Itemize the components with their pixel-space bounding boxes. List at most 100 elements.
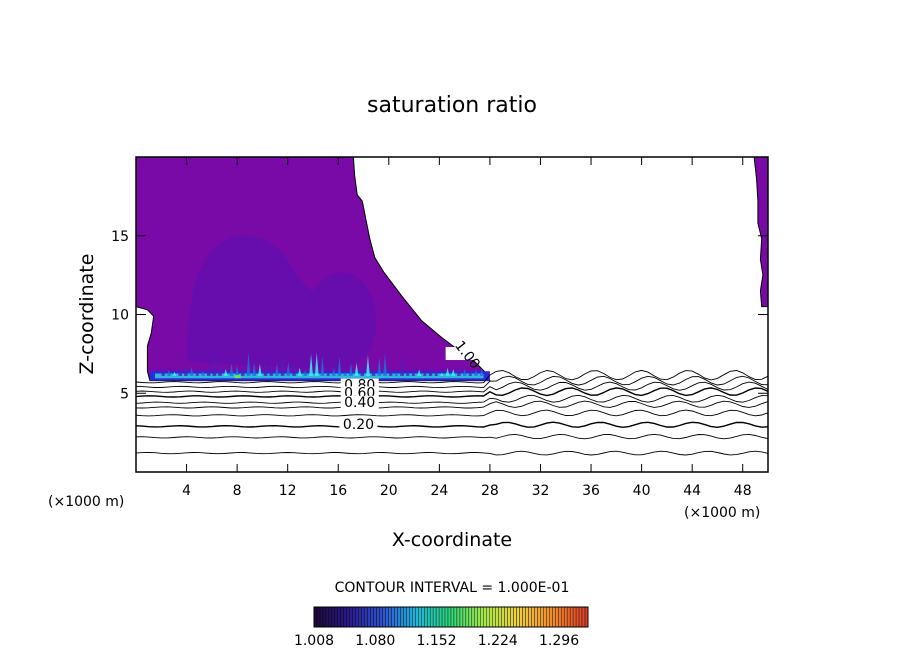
colorbar-swatch [558, 606, 562, 628]
contour-line [135, 394, 769, 404]
cloud-finger [189, 367, 194, 376]
cloud-finger [166, 370, 171, 376]
contour-label-bg [445, 347, 484, 361]
colorbar-swatch [525, 606, 529, 628]
cloud-finger [468, 371, 473, 376]
colorbar-swatch [572, 606, 577, 628]
y-tick-label: 5 [120, 386, 129, 402]
colorbar-swatch [426, 606, 431, 628]
colorbar-swatch [400, 606, 404, 628]
colorbar-swatch [531, 606, 535, 628]
cloud-finger [252, 362, 257, 376]
contour-line [135, 409, 769, 417]
colorbar-swatch [352, 606, 356, 628]
cloud-finger [218, 360, 222, 376]
colorbar-swatch [403, 606, 407, 628]
colorbar-swatch [522, 606, 526, 628]
x-axis-ticks: 4 8 12 16 20 24 28 32 36 40 44 48 [182, 157, 752, 499]
cloud-finger [172, 371, 177, 376]
cloud-finger [479, 367, 484, 376]
cloud-finger [257, 363, 262, 376]
contour-line [135, 421, 769, 429]
filled-regions [135, 156, 769, 382]
colorbar-swatch [459, 606, 464, 628]
colorbar-swatch [489, 606, 493, 628]
colorbar-swatch [409, 606, 413, 628]
colorbar-swatch [418, 606, 422, 628]
cloud-finger [434, 371, 439, 376]
cloud-finger [451, 369, 456, 376]
colorbar-swatch [358, 606, 362, 628]
colorbar-swatch [394, 606, 398, 628]
colorbar-swatch [543, 606, 547, 628]
colorbar-labels: 1.008 1.080 1.152 1.224 1.296 [294, 633, 579, 649]
colorbar-swatch [495, 606, 499, 628]
cloud-finger [417, 369, 422, 376]
cloud-finger [178, 366, 183, 376]
x-tick-label: 20 [380, 483, 398, 499]
colorbar-swatch [555, 606, 559, 628]
colorbar-swatch [534, 606, 538, 628]
colorbar-tick-label: 1.080 [355, 633, 395, 649]
colorbar-swatch [373, 606, 377, 628]
colorbar-swatch [528, 606, 532, 628]
colorbar-swatch [492, 606, 496, 628]
colorbar-swatch [477, 606, 481, 628]
colorbar-swatch [319, 606, 324, 628]
y-unit-label: (×1000 m) [48, 494, 124, 510]
colorbar-swatch [438, 606, 443, 628]
x-tick-label: 12 [279, 483, 297, 499]
contour-line [135, 381, 769, 393]
colorbar-frame [313, 606, 589, 628]
colorbar-swatch [581, 606, 586, 628]
colorbar-swatch [429, 606, 434, 628]
colorbar-swatch [355, 606, 359, 628]
colorbar-swatch [328, 606, 333, 628]
cloud-finger [474, 369, 478, 376]
colorbar-swatch [471, 606, 476, 628]
cloud-finger [235, 365, 240, 376]
colorbar-swatch [421, 606, 425, 628]
colorbar-swatch [340, 606, 344, 628]
colorbar-swatch [379, 606, 383, 628]
cloud-finger [223, 369, 228, 376]
colorbar-swatch [546, 606, 550, 628]
cloud-finger [320, 356, 325, 376]
y-tick-label: 15 [111, 229, 129, 245]
colorbar-swatch [486, 606, 490, 628]
x-tick-label: 36 [582, 483, 600, 499]
cloud-finger [371, 366, 376, 376]
contour-interval-text: CONTOUR INTERVAL = 1.000E-01 [335, 580, 570, 596]
x-tick-label: 16 [329, 483, 347, 499]
y-axis-label: Z-coordinate [76, 254, 98, 375]
colorbar-swatch [316, 606, 321, 628]
x-tick-label: 28 [481, 483, 499, 499]
cloud-finger [388, 369, 393, 376]
contour-lines [135, 369, 769, 456]
cloud-finger [292, 362, 296, 376]
contour-line [135, 450, 769, 456]
colorbar-swatch [370, 606, 374, 628]
contour-label-bg [340, 395, 379, 409]
cloud-finger [439, 372, 444, 376]
x-tick-label: 8 [233, 483, 242, 499]
cloud-finger [457, 364, 461, 376]
colorbar-swatch [423, 606, 428, 628]
cloud-finger [286, 361, 291, 376]
colorbar-swatch [549, 606, 553, 628]
colorbar-swatch [468, 606, 473, 628]
cloud-finger [462, 368, 467, 376]
colorbar-swatch [364, 606, 368, 628]
cloud-finger [343, 372, 348, 376]
colorbar-swatch [498, 606, 502, 628]
cloud-finger [354, 362, 359, 376]
colorbar-swatch [343, 606, 347, 628]
colorbar-swatch [519, 606, 523, 628]
contour-line [135, 387, 769, 398]
contour-label: 0.20 [343, 417, 374, 433]
cloud-finger [246, 352, 251, 376]
x-axis-label: X-coordinate [392, 529, 512, 551]
colorbar-tick-label: 1.008 [294, 633, 334, 649]
colorbar-swatch [435, 606, 440, 628]
